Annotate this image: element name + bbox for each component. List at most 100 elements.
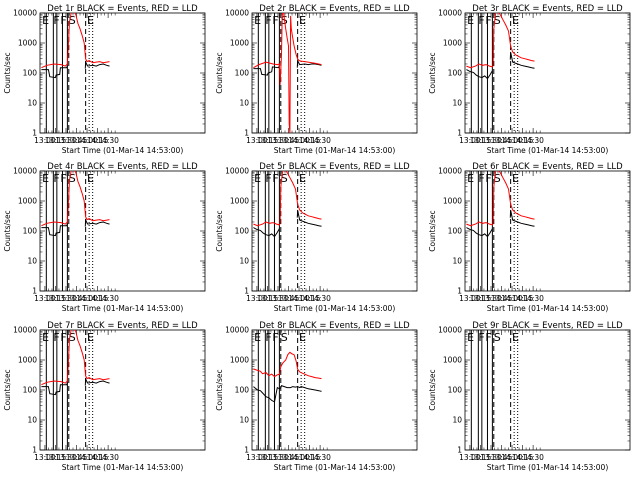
panel-7: Det 7r BLACK = Events, RED = LLD 1 10 100 10… <box>3 321 206 472</box>
x-tick-label: 14:00 <box>501 294 523 303</box>
y-tick-label: 10000 <box>225 9 249 18</box>
x-tick-label: 13:15 <box>470 136 492 145</box>
x-tick-label: 14:30 <box>97 294 119 303</box>
x-tick-label: 14:15 <box>87 136 109 145</box>
events-series-line <box>253 58 322 76</box>
y-tick-label: 1 <box>457 287 462 296</box>
y-tick-label: 1000 <box>443 39 462 48</box>
marker-letter: F <box>53 331 59 344</box>
x-tick-label: 14:15 <box>299 294 321 303</box>
marker-letter: F <box>485 331 491 344</box>
x-tick-label: 13:15 <box>470 453 492 462</box>
x-tick-label: 13:30 <box>480 136 502 145</box>
x-tick-label: 13:00 <box>246 136 268 145</box>
x-tick-label: 13:30 <box>55 136 77 145</box>
marker-letter: F <box>485 172 491 185</box>
plot-frame <box>251 170 418 292</box>
events-series-line <box>41 377 110 396</box>
x-tick-label: 14:00 <box>76 136 98 145</box>
y-axis-label: Counts/sec <box>215 52 224 93</box>
x-axis-label: Start Time (01-Mar-14 14:53:00) <box>62 146 184 155</box>
marker-letter: E <box>299 14 306 27</box>
marker-letter: S <box>69 331 76 344</box>
x-tick-label: 13:45 <box>491 453 513 462</box>
panel-3: Det 3r BLACK = Events, RED = LLD 1 10 100 10… <box>428 4 631 155</box>
marker-letter: E <box>87 14 94 27</box>
x-tick-label: 14:15 <box>299 136 321 145</box>
y-axis-label: Counts/sec <box>428 210 437 251</box>
y-tick-label: 10 <box>27 257 37 266</box>
y-tick-label: 10 <box>452 416 462 425</box>
marker-letter: F <box>265 331 271 344</box>
x-tick-label: 13:30 <box>267 294 289 303</box>
plot-frame <box>464 329 631 451</box>
plot-frame <box>251 12 418 134</box>
x-tick-label: 14:30 <box>309 136 331 145</box>
panel-6: Det 6r BLACK = Events, RED = LLD 1 10 100 10… <box>428 162 631 313</box>
x-tick-label: 13:00 <box>459 136 481 145</box>
y-tick-label: 10000 <box>13 9 37 18</box>
x-tick-label: 13:15 <box>45 453 67 462</box>
x-tick-label: 13:15 <box>45 136 67 145</box>
y-tick-label: 1000 <box>18 39 37 48</box>
panel-2: Det 2r BLACK = Events, RED = LLD 1 10 100 10… <box>215 4 418 155</box>
y-tick-label: 10000 <box>438 9 462 18</box>
y-axis-label: Counts/sec <box>215 369 224 410</box>
marker-letter: S <box>494 331 501 344</box>
marker-letter: F <box>272 172 278 185</box>
marker-letter: S <box>494 172 501 185</box>
x-tick-label: 13:15 <box>257 294 279 303</box>
y-tick-label: 1 <box>457 129 462 138</box>
marker-letter: E <box>87 331 94 344</box>
marker-letter: E <box>512 14 519 27</box>
y-tick-label: 100 <box>23 227 38 236</box>
events-series-line <box>253 384 322 403</box>
panel-8: Det 8r BLACK = Events, RED = LLD 1 10 100 10… <box>215 321 418 472</box>
x-tick-label: 14:15 <box>512 453 534 462</box>
plot-frame <box>39 12 206 134</box>
lld-series-line <box>253 351 322 380</box>
plot-frame <box>39 329 206 451</box>
y-tick-label: 100 <box>235 386 250 395</box>
x-tick-label: 13:30 <box>55 453 77 462</box>
x-tick-label: 13:45 <box>278 294 300 303</box>
marker-letter: S <box>69 14 76 27</box>
x-tick-label: 13:15 <box>257 136 279 145</box>
x-tick-label: 14:00 <box>288 294 310 303</box>
y-tick-label: 1 <box>244 287 249 296</box>
x-tick-label: 13:45 <box>278 453 300 462</box>
x-axis-label: Start Time (01-Mar-14 14:53:00) <box>274 304 396 313</box>
x-tick-label: 14:15 <box>299 453 321 462</box>
events-series-line <box>253 209 322 238</box>
x-axis-label: Start Time (01-Mar-14 14:53:00) <box>62 304 184 313</box>
x-tick-label: 14:00 <box>288 453 310 462</box>
panel-4: Det 4r BLACK = Events, RED = LLD 1 10 100 10… <box>3 162 206 313</box>
marker-letter: E <box>467 331 474 344</box>
y-tick-label: 1 <box>32 287 37 296</box>
marker-letter: E <box>512 331 519 344</box>
x-tick-label: 13:30 <box>55 294 77 303</box>
x-tick-label: 14:15 <box>512 294 534 303</box>
y-tick-label: 1000 <box>443 197 462 206</box>
marker-letter: E <box>467 172 474 185</box>
lld-series-line <box>41 13 110 69</box>
panel-title: Det 6r BLACK = Events, RED = LLD <box>472 162 623 172</box>
x-tick-label: 13:45 <box>491 294 513 303</box>
y-axis-label: Counts/sec <box>215 210 224 251</box>
x-axis-label: Start Time (01-Mar-14 14:53:00) <box>62 463 184 472</box>
y-tick-label: 1000 <box>230 197 249 206</box>
y-tick-label: 1000 <box>443 356 462 365</box>
y-tick-label: 10 <box>27 99 37 108</box>
y-tick-label: 10000 <box>438 167 462 176</box>
marker-letter: S <box>494 14 501 27</box>
y-tick-label: 10 <box>452 257 462 266</box>
plot-frame <box>39 170 206 292</box>
x-tick-label: 13:45 <box>66 294 88 303</box>
x-tick-label: 14:30 <box>522 453 544 462</box>
x-tick-label: 14:00 <box>76 453 98 462</box>
marker-letter: E <box>299 331 306 344</box>
panel-title: Det 3r BLACK = Events, RED = LLD <box>472 4 623 14</box>
y-tick-label: 10000 <box>225 326 249 335</box>
x-tick-label: 13:00 <box>34 294 56 303</box>
marker-letter: S <box>281 331 288 344</box>
